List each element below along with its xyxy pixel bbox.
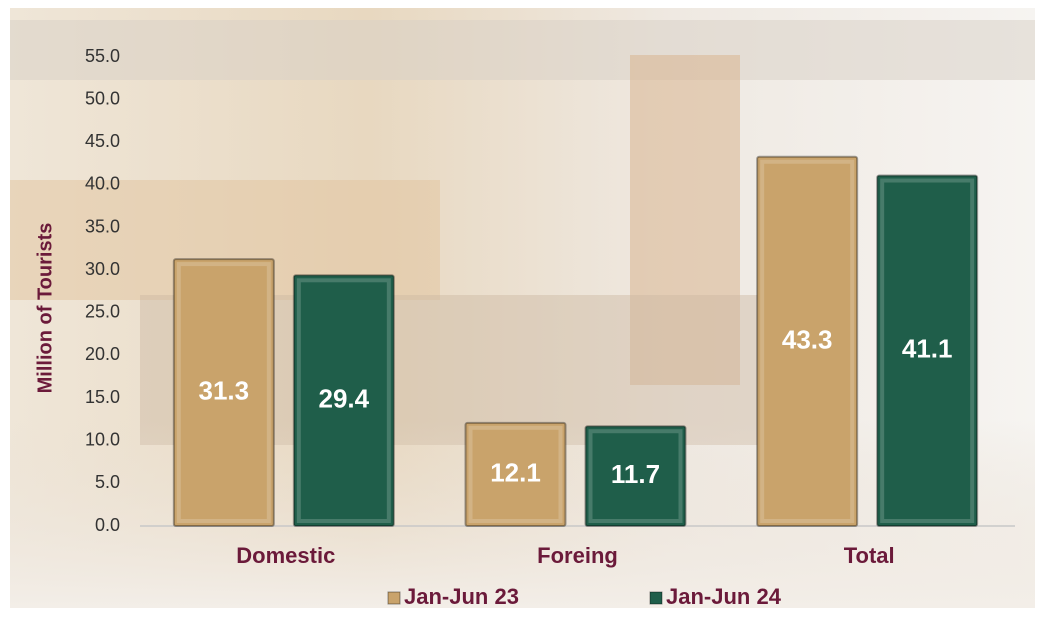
bar [876,174,979,528]
value-label: 43.3 [782,324,833,354]
bar-bevel [588,429,683,523]
legend-label: Jan-Jun 23 [404,584,519,609]
value-label: 29.4 [319,384,370,414]
y-tick-label: 20.0 [85,344,120,364]
bar [172,258,275,527]
y-tick-label: 55.0 [85,46,120,66]
y-tick-label: 5.0 [95,472,120,492]
y-tick-label: 25.0 [85,302,120,322]
y-tick-label: 35.0 [85,216,120,236]
bar-bevel [468,425,563,524]
y-tick-label: 0.0 [95,515,120,535]
x-tick-label: Foreing [537,543,618,568]
x-tick-label: Total [844,543,895,568]
y-tick-label: 15.0 [85,387,120,407]
bar [584,425,687,527]
value-label: 12.1 [490,457,541,487]
bar-bevel [880,178,975,524]
ceiling [10,20,1035,80]
value-label: 31.3 [199,375,250,405]
bar [292,274,395,527]
x-tick-label: Domestic [236,543,335,568]
legend-swatch [387,591,401,605]
y-tick-label: 40.0 [85,174,120,194]
y-tick-label: 50.0 [85,88,120,108]
bar [464,421,567,528]
bar-bevel [296,278,391,523]
value-label: 11.7 [611,459,660,489]
y-tick-label: 10.0 [85,429,120,449]
legend-swatch [649,591,663,605]
y-tick-label: 45.0 [85,131,120,151]
bar-bevel [176,262,271,523]
y-axis-title: Million of Tourists [34,223,56,394]
bar [756,155,859,527]
legend-label: Jan-Jun 24 [666,584,782,609]
y-tick-label: 30.0 [85,259,120,279]
wood-pillar [630,55,740,385]
value-label: 41.1 [902,334,953,364]
bar-bevel [760,159,855,523]
